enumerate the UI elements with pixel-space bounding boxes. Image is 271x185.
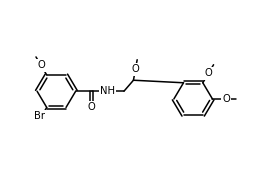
Text: NH: NH (100, 86, 115, 96)
Text: O: O (205, 68, 212, 78)
Text: O: O (131, 64, 139, 75)
Text: O: O (88, 102, 96, 112)
Text: O: O (37, 60, 45, 70)
Text: O: O (222, 94, 230, 104)
Text: Br: Br (34, 111, 45, 121)
